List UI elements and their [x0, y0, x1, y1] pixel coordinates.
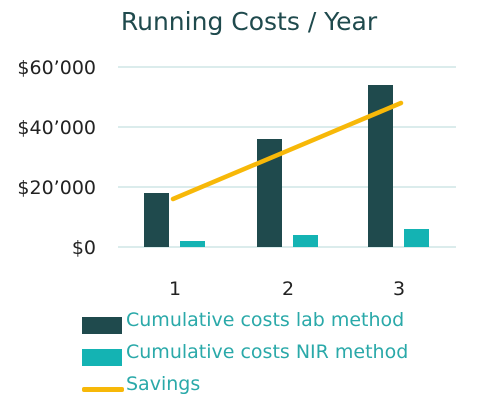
- x-axis-ticks: 1 2 3: [169, 278, 405, 300]
- bar-nir-method: [293, 235, 318, 247]
- y-tick-label: $20’000: [17, 177, 96, 199]
- legend-swatch-nir: [82, 349, 122, 366]
- grid-lines: [118, 66, 456, 248]
- bar-nir-method: [404, 229, 429, 247]
- legend-swatch-lab: [82, 317, 122, 334]
- savings-line-path: [170, 100, 404, 202]
- y-tick-label: $40’000: [17, 117, 96, 139]
- y-tick-label: $0: [72, 237, 96, 259]
- bar-lab-method: [144, 193, 169, 247]
- legend-swatch-savings: [82, 387, 124, 392]
- bar-nir-method: [180, 241, 205, 247]
- chart-title: Running Costs / Year: [121, 7, 378, 36]
- x-tick-label: 3: [393, 278, 405, 300]
- x-tick-label: 2: [282, 278, 294, 300]
- x-tick-label: 1: [169, 278, 181, 300]
- legend-label-savings: Savings: [126, 373, 201, 395]
- y-tick-label: $60’000: [17, 57, 96, 79]
- legend-label-lab: Cumulative costs lab method: [126, 309, 405, 331]
- legend-label-nir: Cumulative costs NIR method: [126, 341, 409, 363]
- savings-line: [170, 100, 404, 202]
- chart: Running Costs / Year $0 $20’000 $40’000 $60…: [17, 7, 456, 300]
- y-axis-ticks: $0 $20’000 $40’000 $60’000: [17, 57, 96, 259]
